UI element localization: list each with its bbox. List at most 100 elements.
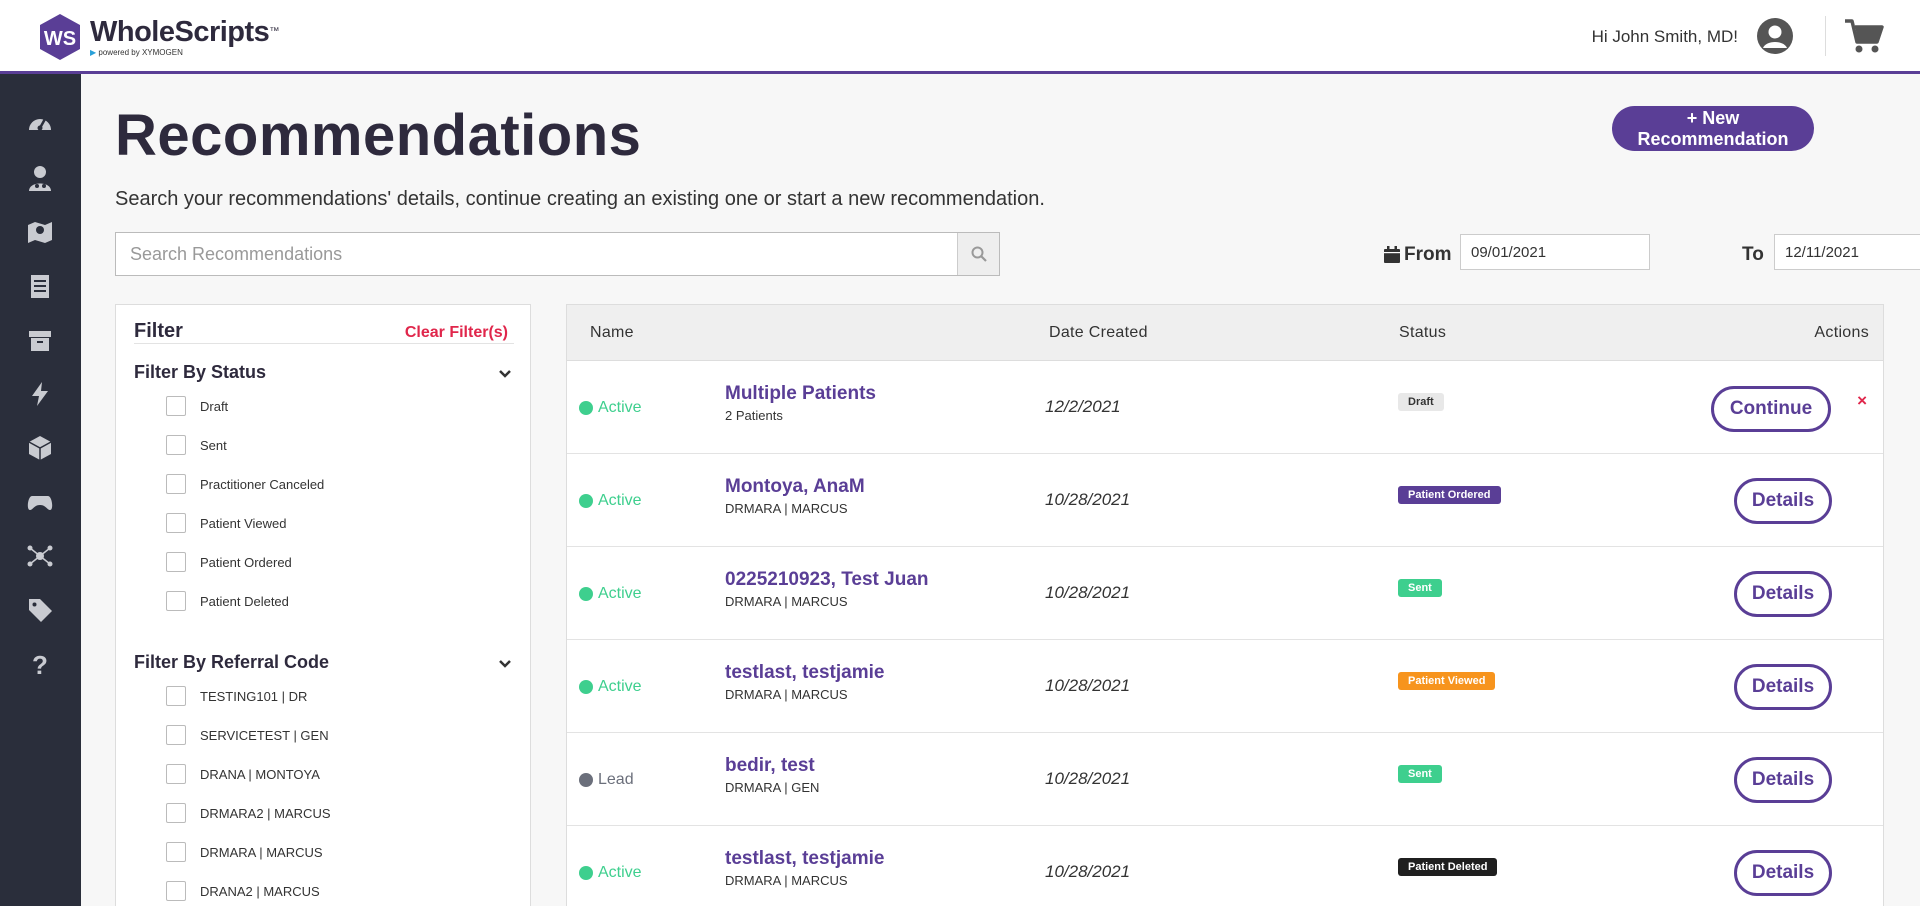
recommendation-subtext: DRMARA | MARCUS bbox=[725, 501, 848, 516]
help-icon[interactable]: ? bbox=[24, 648, 56, 680]
wholescripts-logo[interactable]: WS WholeScripts™ ▶ powered by XYMOGEN bbox=[36, 12, 279, 62]
checkbox[interactable] bbox=[166, 435, 186, 455]
filter-option[interactable]: DRMARA2 | MARCUS bbox=[166, 802, 331, 824]
filter-referral-title[interactable]: Filter By Referral Code bbox=[134, 652, 330, 672]
checkbox[interactable] bbox=[166, 881, 186, 901]
checkbox[interactable] bbox=[166, 513, 186, 533]
svg-text:WS: WS bbox=[44, 28, 76, 50]
chevron-down-icon[interactable] bbox=[498, 369, 512, 379]
page-title: Recommendations bbox=[115, 103, 642, 168]
archive-icon[interactable] bbox=[24, 324, 56, 356]
recommendation-name-link[interactable]: testlast, testjamie bbox=[725, 662, 885, 683]
network-icon[interactable] bbox=[24, 540, 56, 572]
date-created: 10/28/2021 bbox=[1045, 769, 1131, 788]
sidebar: ? bbox=[0, 74, 81, 906]
details-button[interactable]: Details bbox=[1734, 850, 1832, 896]
column-header-status[interactable]: Status bbox=[1399, 324, 1447, 341]
clear-filters-link[interactable]: Clear Filter(s) bbox=[404, 324, 508, 341]
column-header-date[interactable]: Date Created bbox=[1049, 324, 1148, 341]
row-state: Lead bbox=[579, 771, 634, 789]
filter-option[interactable]: Draft bbox=[166, 395, 228, 417]
delete-icon[interactable]: × bbox=[1857, 391, 1867, 410]
recommendation-name-link[interactable]: Multiple Patients bbox=[725, 383, 876, 404]
logo-name: WholeScripts™ bbox=[90, 16, 279, 48]
main-content: Recommendations + New Recommendation Sea… bbox=[81, 74, 1920, 906]
recommendation-subtext: DRMARA | MARCUS bbox=[725, 687, 848, 702]
filter-option[interactable]: Patient Ordered bbox=[166, 551, 292, 573]
filter-option[interactable]: Sent bbox=[166, 434, 227, 456]
status-badge: Patient Viewed bbox=[1398, 672, 1496, 690]
column-header-actions: Actions bbox=[1814, 324, 1869, 341]
recommendation-subtext: DRMARA | MARCUS bbox=[725, 594, 848, 609]
checkbox[interactable] bbox=[166, 552, 186, 572]
page-subtitle: Search your recommendations' details, co… bbox=[115, 188, 1045, 210]
date-created: 12/2/2021 bbox=[1045, 397, 1121, 416]
checkbox[interactable] bbox=[166, 686, 186, 706]
to-date-input[interactable] bbox=[1774, 234, 1920, 270]
details-button[interactable]: Details bbox=[1734, 478, 1832, 524]
svg-text:?: ? bbox=[32, 650, 48, 678]
status-badge: Patient Deleted bbox=[1398, 858, 1498, 876]
table-row: Active testlast, testjamie DRMARA | MARC… bbox=[567, 640, 1883, 733]
search-icon bbox=[971, 246, 987, 262]
table-row: Active 0225210923, Test Juan DRMARA | MA… bbox=[567, 547, 1883, 640]
dashboard-icon[interactable] bbox=[24, 108, 56, 140]
filter-option[interactable]: SERVICETEST | GEN bbox=[166, 724, 329, 746]
table-row: Active Montoya, AnaM DRMARA | MARCUS 10/… bbox=[567, 454, 1883, 547]
recommendation-subtext: DRMARA | GEN bbox=[725, 780, 820, 795]
top-bar: WS WholeScripts™ ▶ powered by XYMOGEN Hi… bbox=[0, 0, 1920, 74]
document-icon[interactable] bbox=[24, 270, 56, 302]
details-button[interactable]: Details bbox=[1734, 757, 1832, 803]
date-created: 10/28/2021 bbox=[1045, 490, 1131, 509]
from-date-input[interactable] bbox=[1460, 234, 1650, 270]
header-divider bbox=[1825, 16, 1826, 56]
checkbox[interactable] bbox=[166, 803, 186, 823]
table-row: Active testlast, testjamie DRMARA | MARC… bbox=[567, 826, 1883, 906]
powered-by: ▶ powered by XYMOGEN bbox=[90, 48, 183, 57]
checkbox[interactable] bbox=[166, 725, 186, 745]
checkbox[interactable] bbox=[166, 396, 186, 416]
details-button[interactable]: Details bbox=[1734, 664, 1832, 710]
recommendation-name-link[interactable]: Montoya, AnaM bbox=[725, 476, 865, 497]
filter-option[interactable]: Practitioner Canceled bbox=[166, 473, 324, 495]
filter-status-title[interactable]: Filter By Status bbox=[134, 362, 267, 382]
filter-option[interactable]: TESTING101 | DR bbox=[166, 685, 307, 707]
practitioner-icon[interactable] bbox=[24, 162, 56, 194]
filter-option[interactable]: DRMARA | MARCUS bbox=[166, 841, 323, 863]
tag-icon[interactable] bbox=[24, 594, 56, 626]
continue-button[interactable]: Continue bbox=[1711, 386, 1831, 432]
status-badge: Sent bbox=[1398, 579, 1442, 597]
from-label: From bbox=[1404, 244, 1452, 265]
recommendation-name-link[interactable]: testlast, testjamie bbox=[725, 848, 885, 869]
map-icon[interactable] bbox=[24, 216, 56, 248]
checkbox[interactable] bbox=[166, 591, 186, 611]
search-input[interactable] bbox=[116, 233, 957, 275]
filter-option[interactable]: DRANA | MONTOYA bbox=[166, 763, 320, 785]
cart-icon[interactable] bbox=[1844, 18, 1884, 54]
recommendation-subtext: DRMARA | MARCUS bbox=[725, 873, 848, 888]
filter-option[interactable]: Patient Deleted bbox=[166, 590, 289, 612]
checkbox[interactable] bbox=[166, 764, 186, 784]
row-state: Active bbox=[579, 864, 642, 882]
lightning-icon[interactable] bbox=[24, 378, 56, 410]
recommendation-subtext: 2 Patients bbox=[725, 408, 783, 423]
status-dot bbox=[579, 866, 593, 880]
column-header-name[interactable]: Name bbox=[590, 324, 634, 341]
status-badge: Draft bbox=[1398, 393, 1444, 411]
chevron-down-icon[interactable] bbox=[498, 659, 512, 669]
gamepad-icon[interactable] bbox=[24, 486, 56, 518]
checkbox[interactable] bbox=[166, 842, 186, 862]
new-recommendation-button[interactable]: + New Recommendation bbox=[1612, 106, 1814, 151]
recommendation-name-link[interactable]: 0225210923, Test Juan bbox=[725, 569, 929, 590]
box-icon[interactable] bbox=[24, 432, 56, 464]
filter-option[interactable]: Patient Viewed bbox=[166, 512, 287, 534]
recommendation-name-link[interactable]: bedir, test bbox=[725, 755, 815, 776]
search-button[interactable] bbox=[957, 233, 999, 275]
checkbox[interactable] bbox=[166, 474, 186, 494]
row-state: Active bbox=[579, 399, 642, 417]
user-account-icon[interactable] bbox=[1756, 17, 1794, 55]
status-dot bbox=[579, 773, 593, 787]
details-button[interactable]: Details bbox=[1734, 571, 1832, 617]
filter-option[interactable]: DRANA2 | MARCUS bbox=[166, 880, 320, 902]
logo-mark-icon: WS bbox=[40, 14, 80, 60]
